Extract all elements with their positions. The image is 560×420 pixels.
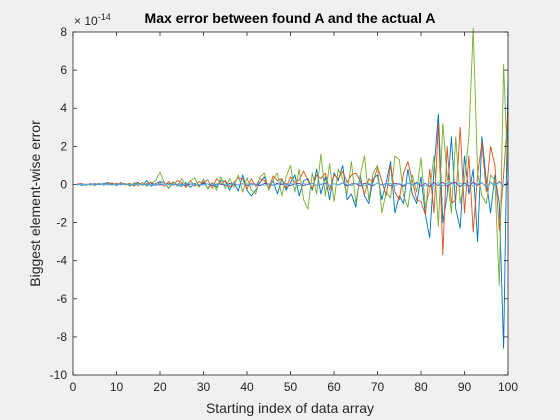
y-tick-label-2: 2: [60, 139, 67, 153]
x-tick-label-80: 80: [414, 380, 428, 394]
x-tick-label-30: 30: [197, 380, 211, 394]
x-tick-label-0: 0: [70, 380, 77, 394]
x-axis-ticks: 0 10 20 30 40 50 60 70 80 90 100: [70, 32, 518, 394]
chart-title: Max error between found A and the actual…: [145, 10, 436, 26]
series-line-5: [77, 180, 509, 188]
y-axis-label: Biggest element-wise error: [27, 120, 43, 287]
x-tick-label-50: 50: [284, 380, 298, 394]
x-tick-label-40: 40: [240, 380, 254, 394]
series-group: [77, 27, 509, 349]
y-axis-ticks: -10 -8 -6 -4 -2 0 2 4 6 8: [50, 25, 508, 382]
y-tick-label--6: -6: [56, 292, 67, 306]
x-tick-label-90: 90: [458, 380, 472, 394]
y-tick-label--2: -2: [56, 216, 67, 230]
x-axis-label: Starting index of data array: [206, 400, 374, 416]
y-exponent-label: × 10-14: [74, 12, 111, 28]
y-exponent-power: -14: [98, 12, 111, 22]
x-tick-label-100: 100: [498, 380, 518, 394]
x-tick-label-10: 10: [110, 380, 124, 394]
y-tick-label-0: 0: [60, 177, 67, 191]
plot-area: [73, 32, 508, 375]
y-tick-label--4: -4: [56, 254, 67, 268]
y-exponent-base: × 10: [74, 14, 98, 28]
x-tick-label-60: 60: [327, 380, 341, 394]
y-tick-label--8: -8: [56, 330, 67, 344]
series-line-3: [77, 27, 509, 286]
y-tick-label-4: 4: [60, 101, 67, 115]
x-tick-label-20: 20: [153, 380, 167, 394]
y-tick-label--10: -10: [50, 368, 68, 382]
y-tick-label-8: 8: [60, 25, 67, 39]
y-tick-label-6: 6: [60, 63, 67, 77]
x-tick-label-70: 70: [371, 380, 385, 394]
